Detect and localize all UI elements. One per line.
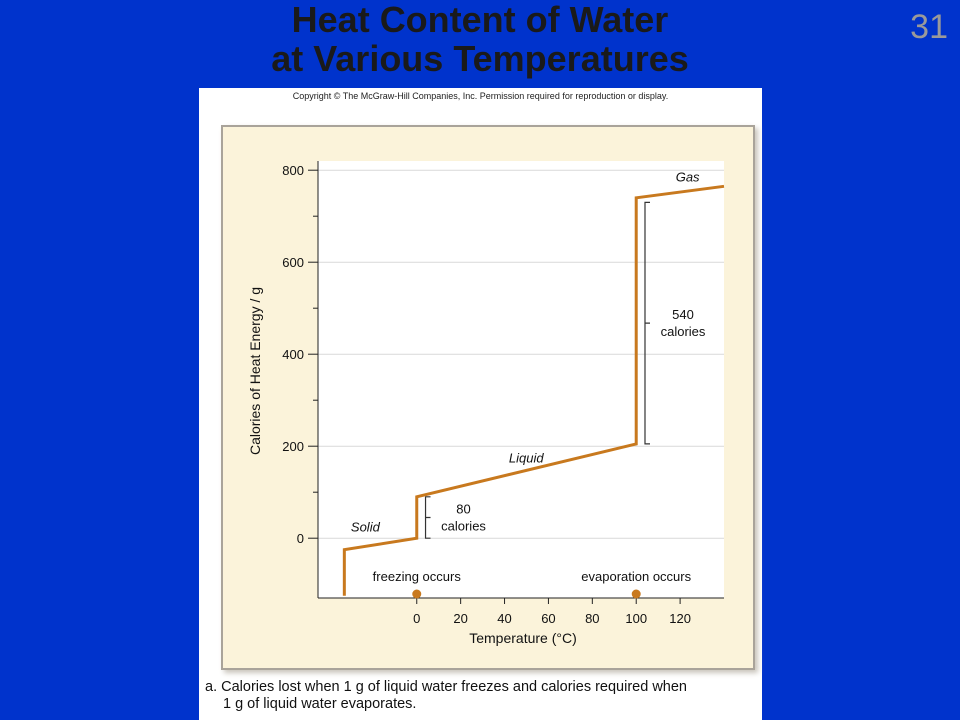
y-axis-label: Calories of Heat Energy / g (247, 287, 263, 455)
caption-line-2: 1 g of liquid water evaporates. (223, 696, 417, 712)
figure: Copyright © The McGraw-Hill Companies, I… (199, 88, 762, 720)
x-tick-label: 100 (625, 611, 647, 626)
copyright-notice: Copyright © The McGraw-Hill Companies, I… (292, 91, 669, 101)
phase-label: Liquid (509, 450, 544, 465)
figure-caption: a. Calories lost when 1 g of liquid wate… (205, 679, 757, 713)
bracket-unit-label: calories (661, 324, 706, 339)
x-tick-label: 80 (585, 611, 599, 626)
y-tick-label: 800 (282, 163, 304, 178)
x-tick-label: 60 (541, 611, 555, 626)
slide-title-line-2: at Various Temperatures (271, 38, 689, 79)
event-marker-label: evaporation occurs (581, 569, 691, 584)
slide-title: Heat Content of Water at Various Tempera… (140, 0, 820, 78)
bracket-value-label: 540 (672, 307, 694, 322)
x-tick-label: 40 (497, 611, 511, 626)
x-tick-label: 0 (413, 611, 420, 626)
y-tick-label: 400 (282, 347, 304, 362)
phase-label: Gas (676, 170, 700, 185)
slide-title-line-1: Heat Content of Water (291, 0, 669, 40)
caption-line-1: a. Calories lost when 1 g of liquid wate… (205, 679, 687, 695)
x-tick-label: 120 (669, 611, 691, 626)
bracket-value-label: 80 (456, 502, 470, 517)
bracket (424, 496, 431, 539)
bracket (644, 201, 650, 445)
y-tick-label: 600 (282, 255, 304, 270)
x-axis-label: Temperature (°C) (469, 630, 577, 646)
plot-area (318, 161, 724, 598)
heating-curve-line (342, 184, 725, 596)
y-tick-label: 0 (297, 531, 304, 546)
heat-content-chart: 0 200 400 600 800 0 20 40 60 80 100 120 80 calories 5… (247, 161, 725, 646)
event-marker-label: freezing occurs (373, 569, 462, 584)
phase-label: Solid (351, 519, 381, 534)
slide-number: 31 (910, 8, 948, 46)
event-marker-dot (631, 589, 641, 599)
bracket-unit-label: calories (441, 519, 486, 534)
x-tick-label: 20 (453, 611, 467, 626)
event-marker-dot (412, 589, 422, 599)
y-tick-label: 200 (282, 439, 304, 454)
